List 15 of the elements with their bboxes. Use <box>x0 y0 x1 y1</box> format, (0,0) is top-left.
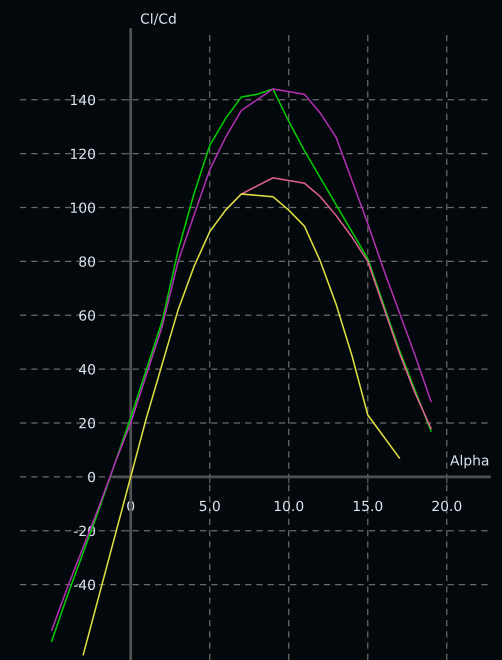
y-tick-label: 120 <box>71 148 96 160</box>
y-tick-label: 80 <box>79 256 96 267</box>
y-tick-label: 100 <box>71 202 96 213</box>
x-tick-label: 10.0 <box>274 500 304 512</box>
y-tick-label: 140 <box>71 94 96 106</box>
y-tick-label: 0 <box>88 472 96 482</box>
x-tick-label: 5.0 <box>200 500 220 512</box>
y-tick-label: -40 <box>74 580 96 590</box>
x-tick-label: 15.0 <box>354 500 382 512</box>
y-axis-title: Cl/Cd <box>140 13 176 25</box>
x-tick-label: 20.0 <box>432 500 462 512</box>
y-tick-label: 60 <box>79 310 96 321</box>
y-tick-label: 40 <box>78 364 96 375</box>
x-axis-title: Alpha <box>450 454 488 468</box>
y-tick-label: 20 <box>79 418 96 428</box>
